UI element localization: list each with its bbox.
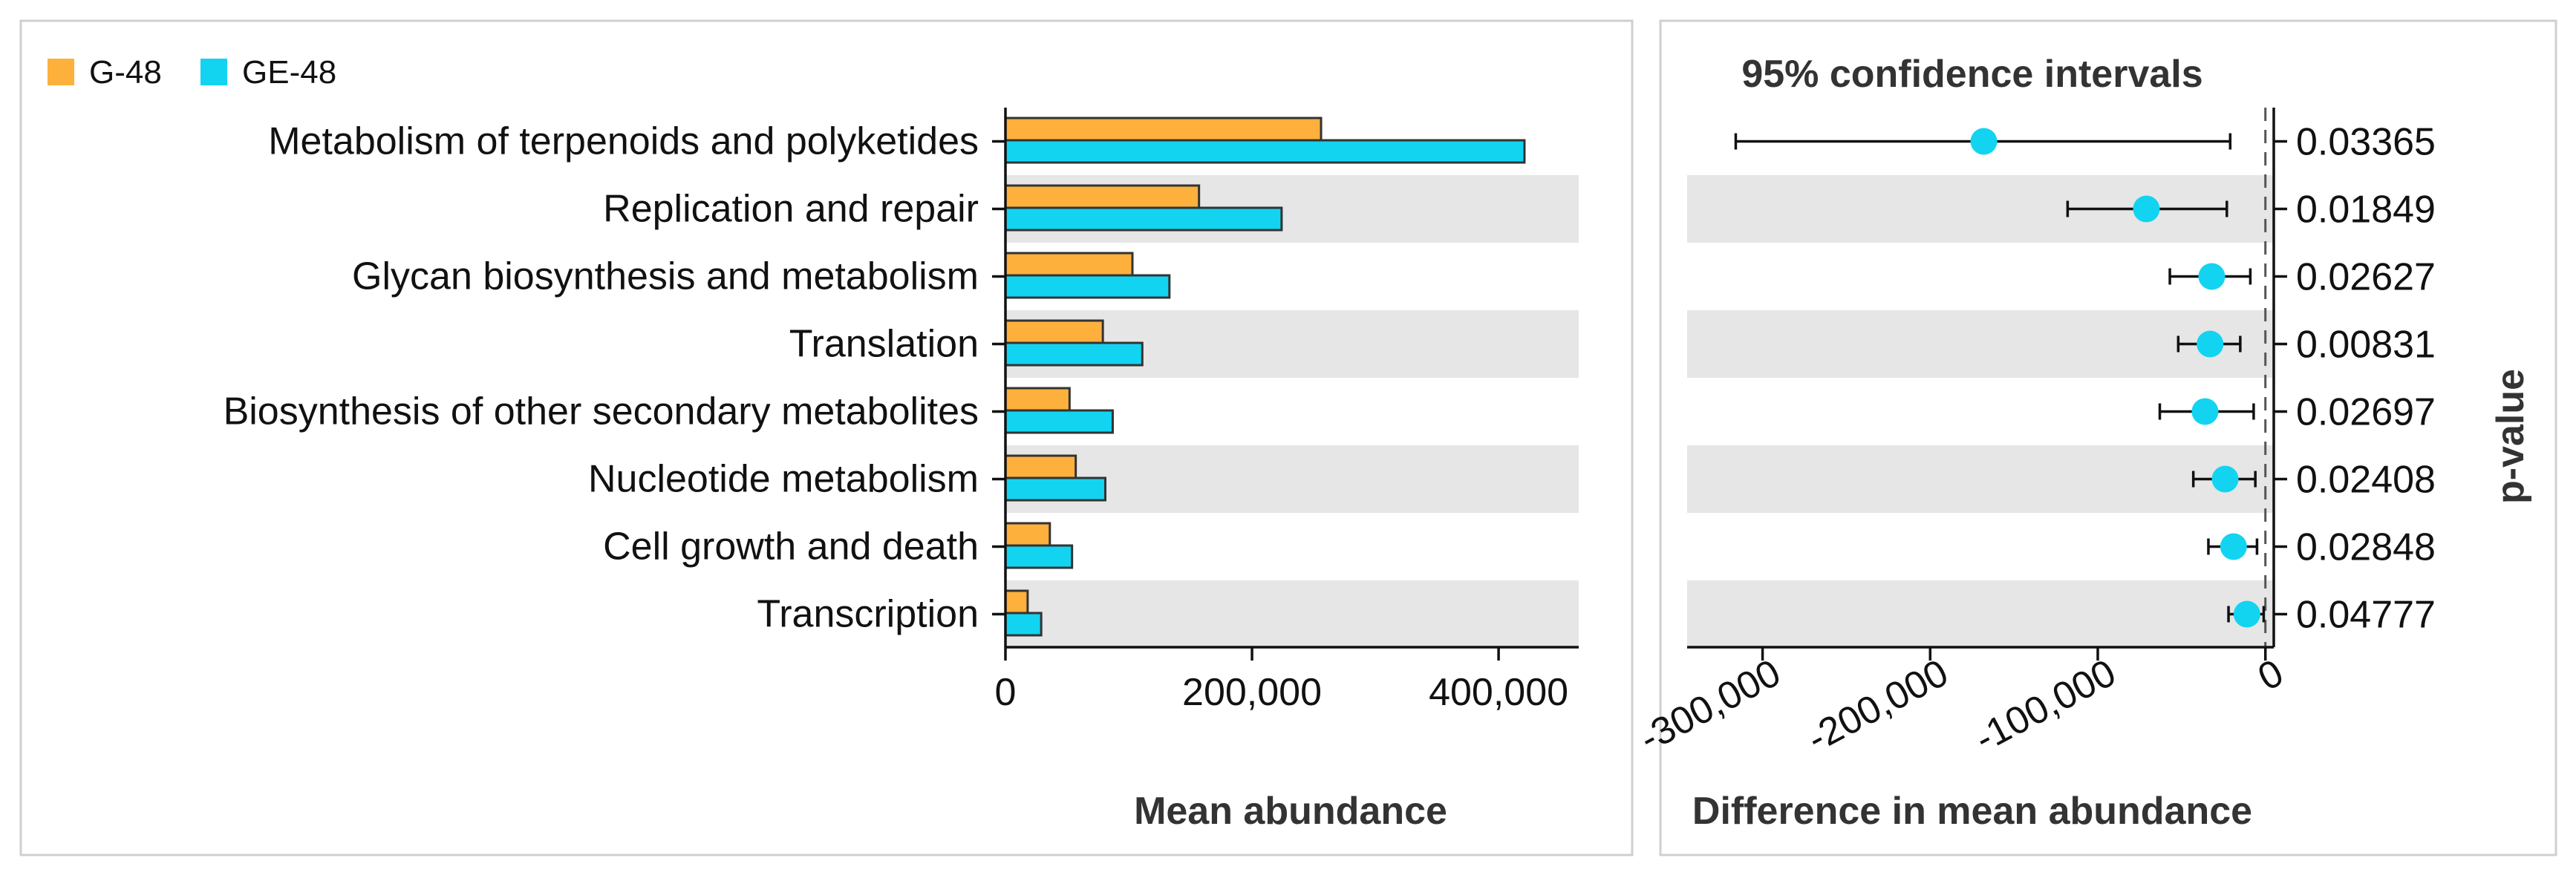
category-label: Translation <box>789 323 979 366</box>
bar-ge-48 <box>1004 544 1074 569</box>
bar-x-tick-label: 200,000 <box>1182 671 1322 714</box>
p-value-label: 0.02848 <box>2296 526 2436 569</box>
category-labels: Metabolism of terpenoids and polyketides… <box>224 120 979 636</box>
row-band <box>1687 310 2274 378</box>
ci-x-axis-title: Difference in mean abundance <box>1692 790 2252 833</box>
bar-y-ticks <box>992 140 1005 616</box>
bar-g-48 <box>1004 184 1201 209</box>
bar-g-48 <box>1004 319 1104 344</box>
bar-row-bands <box>1005 175 1579 648</box>
p-value-label: 0.01849 <box>2296 189 2436 232</box>
p-value-label: 0.04777 <box>2296 594 2436 637</box>
bar-x-tick-label: 0 <box>995 671 1017 714</box>
row-band <box>1687 445 2274 513</box>
bar-g-48 <box>1004 454 1077 479</box>
row-band <box>1005 580 1579 648</box>
ci-point <box>1970 128 1998 155</box>
bar-x-tick-label: 400,000 <box>1429 671 1568 714</box>
ci-point <box>2233 600 2260 628</box>
ci-point <box>2191 398 2219 425</box>
category-label: Nucleotide metabolism <box>588 458 979 501</box>
ci-marks <box>1734 128 2266 628</box>
bar-g-48 <box>1004 117 1323 142</box>
bar-x-axis-title: Mean abundance <box>1134 790 1447 833</box>
bar-g-48 <box>1004 522 1051 547</box>
category-label: Glycan biosynthesis and metabolism <box>352 255 979 298</box>
bar-g-48 <box>1004 589 1029 615</box>
ci-right-ticks <box>2274 140 2287 616</box>
category-label: Transcription <box>757 593 979 636</box>
ci-point <box>2133 195 2160 223</box>
category-label: Cell growth and death <box>603 525 979 569</box>
legend-swatch-ge48 <box>200 59 227 85</box>
ci-point <box>2220 533 2247 560</box>
legend-label-g48: G-48 <box>89 54 162 91</box>
p-value-label: 0.02627 <box>2296 256 2436 299</box>
right-panel-frame <box>1659 19 2557 856</box>
bar-g-48 <box>1004 387 1071 412</box>
ci-point <box>2197 330 2224 358</box>
p-value-label: 0.00831 <box>2296 324 2436 367</box>
category-label: Replication and repair <box>603 188 979 231</box>
ci-point <box>2211 465 2239 493</box>
legend-label-ge48: GE-48 <box>242 54 336 91</box>
legend-swatch-g48 <box>48 59 74 85</box>
p-value-axis-title: p-value <box>2489 369 2532 504</box>
bar-ge-48 <box>1004 139 1526 164</box>
legend: G-48 GE-48 <box>48 54 336 91</box>
bar-ge-48 <box>1004 409 1114 434</box>
bar-ge-48 <box>1004 341 1144 367</box>
p-value-label: 0.03365 <box>2296 121 2436 164</box>
bar-ge-48 <box>1004 274 1171 299</box>
category-label: Metabolism of terpenoids and polyketides <box>268 120 979 163</box>
bar-ge-48 <box>1004 476 1106 502</box>
ci-title: 95% confidence intervals <box>1741 53 2202 96</box>
bar-g-48 <box>1004 252 1134 277</box>
bar-x-ticks: 0 200,000 400,000 <box>995 647 1568 714</box>
p-value-label: 0.02697 <box>2296 391 2436 434</box>
category-label: Biosynthesis of other secondary metaboli… <box>224 390 979 433</box>
bar-chart-axes: 0 200,000 400,000 <box>992 108 1579 714</box>
ci-point <box>2198 263 2226 290</box>
p-value-labels: 0.03365 0.01849 0.02627 0.00831 0.02697 0.024… <box>2296 121 2436 637</box>
bar-ge-48 <box>1004 612 1043 637</box>
p-value-label: 0.02408 <box>2296 459 2436 502</box>
row-band <box>1687 580 2274 648</box>
bar-ge-48 <box>1004 206 1283 232</box>
